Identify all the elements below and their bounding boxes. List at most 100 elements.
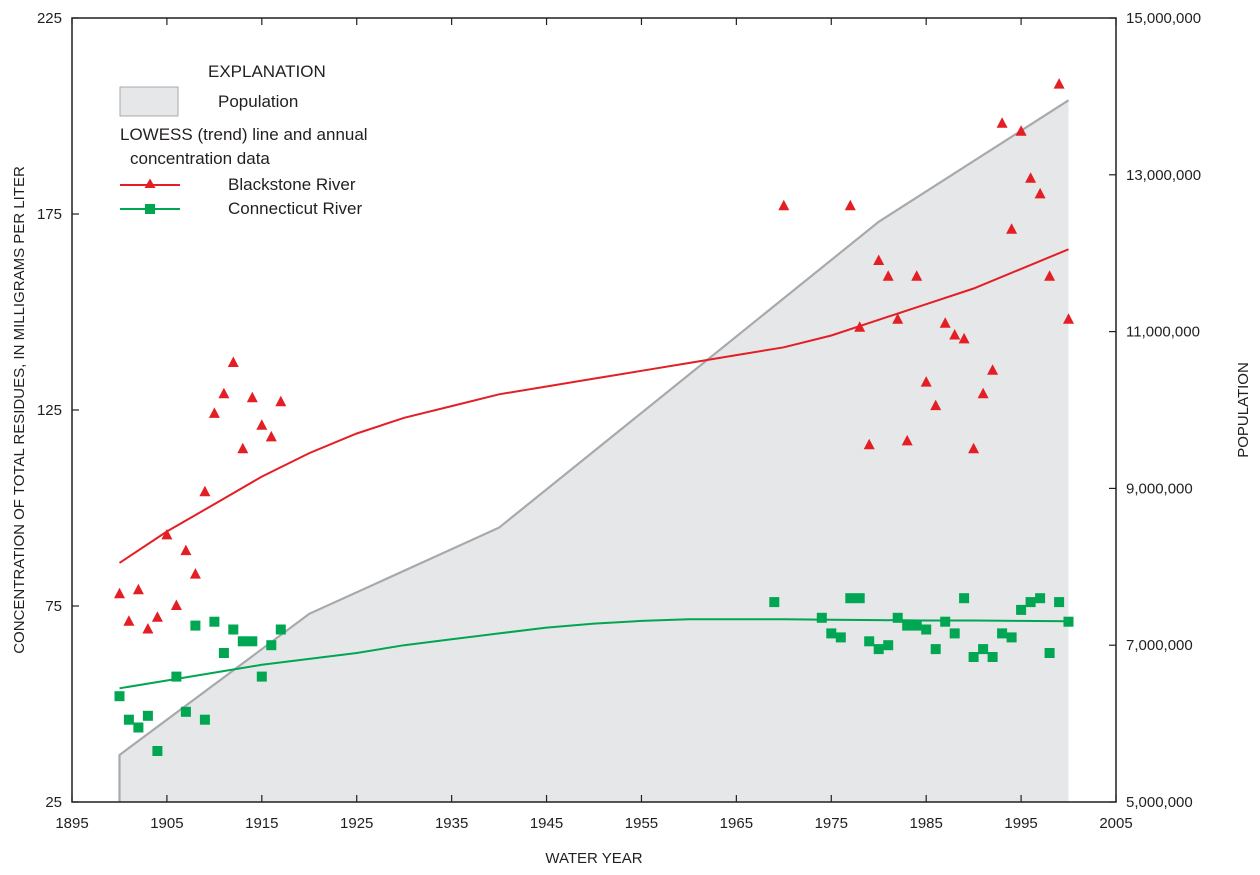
blackstone-point: [949, 329, 961, 340]
blackstone-point: [863, 438, 875, 450]
connecticut-point: [1054, 597, 1065, 608]
connecticut-point: [1063, 616, 1074, 627]
x-tick-label: 1895: [55, 815, 88, 832]
connecticut-point: [826, 628, 837, 639]
trend-line-connecticut: [119, 618, 1069, 690]
connecticut-point: [275, 624, 286, 635]
blackstone-point: [265, 430, 277, 442]
connecticut-point: [133, 722, 144, 733]
blackstone-point: [256, 419, 268, 430]
connecticut-point: [845, 593, 856, 604]
blackstone-point: [930, 399, 942, 411]
connecticut-point: [123, 714, 134, 725]
connecticut-point: [1016, 604, 1027, 615]
connecticut-point: [911, 620, 922, 631]
connecticut-point: [190, 620, 201, 631]
blackstone-point: [246, 391, 258, 403]
legend-population-label: Population: [218, 92, 298, 111]
x-tick-label: 1945: [530, 815, 563, 832]
connecticut-point: [152, 746, 163, 756]
y-axis-title: CONCENTRATION OF TOTAL RESIDUES, IN MILL…: [11, 166, 28, 654]
x-tick-label: 1975: [815, 815, 848, 832]
blackstone-point: [873, 254, 885, 265]
blackstone-point: [882, 270, 894, 281]
connecticut-point: [930, 644, 941, 655]
legend-connecticut-marker: [145, 204, 155, 214]
connecticut-point: [769, 597, 780, 608]
connecticut-point: [864, 636, 875, 647]
blackstone-point: [189, 568, 201, 579]
y2-tick-label: 9,000,000: [1126, 480, 1193, 497]
blackstone-point: [1053, 78, 1065, 89]
blackstone-point: [920, 376, 932, 387]
connecticut-point: [968, 652, 979, 662]
y2-tick-label: 15,000,000: [1126, 10, 1201, 27]
x-tick-label: 1915: [245, 815, 278, 832]
legend-blackstone-label: Blackstone River: [228, 175, 356, 194]
connecticut-point: [987, 652, 998, 662]
blackstone-point: [778, 199, 790, 211]
legend-trend-heading-1: LOWESS (trend) line and annual: [120, 125, 368, 144]
blackstone-point: [237, 442, 249, 454]
population-line: [118, 99, 1070, 802]
connecticut-point: [883, 640, 894, 651]
x-tick-label: 1995: [1004, 815, 1037, 832]
x-tick-label: 1955: [625, 815, 658, 832]
y-tick-label: 75: [45, 598, 62, 615]
blackstone-point: [132, 583, 144, 595]
connecticut-point: [180, 706, 191, 717]
blackstone-point: [939, 317, 951, 328]
blackstone-point: [977, 387, 989, 399]
connecticut-point: [949, 628, 960, 639]
blackstone-point: [218, 387, 230, 399]
x-tick-label: 1905: [150, 815, 183, 832]
y2-tick-label: 11,000,000: [1126, 324, 1200, 341]
blackstone-point: [1063, 313, 1074, 324]
blackstone-point: [170, 599, 182, 610]
connecticut-point: [978, 644, 989, 655]
blackstone-point: [958, 332, 970, 344]
blackstone-point: [996, 117, 1008, 128]
blackstone-point: [987, 364, 999, 375]
blackstone-point: [114, 587, 125, 599]
connecticut-point: [921, 624, 932, 635]
y-tick-label: 25: [45, 794, 62, 811]
x-tick-label: 1965: [720, 815, 753, 832]
connecticut-point: [247, 636, 258, 647]
legend-title: EXPLANATION: [208, 62, 326, 81]
blackstone-point: [275, 395, 287, 407]
connecticut-point: [1044, 648, 1055, 658]
y-tick-label: 225: [37, 10, 62, 27]
blackstone-point: [854, 321, 866, 332]
y2-tick-label: 13,000,000: [1126, 167, 1201, 184]
connecticut-point: [256, 671, 267, 682]
population-layer: [118, 99, 1070, 803]
connecticut-point: [237, 636, 248, 647]
connecticut-point: [1035, 593, 1046, 604]
connecticut-point: [114, 691, 125, 702]
blackstone-point: [1006, 223, 1018, 234]
connecticut-point: [892, 612, 903, 623]
x-axis-title: WATER YEAR: [545, 850, 642, 867]
blackstone-point: [123, 615, 135, 626]
connecticut-point: [816, 612, 827, 623]
blackstone-point: [227, 356, 239, 367]
x-tick-label: 1935: [435, 815, 468, 832]
connecticut-point: [142, 710, 153, 721]
connecticut-point: [940, 616, 951, 627]
connecticut-point: [1025, 597, 1036, 608]
x-tick-label: 2005: [1099, 815, 1132, 832]
axes-layer: 1895 1905 1915 1925 1935 1945 1955 1965 1975 1985…: [37, 10, 1201, 832]
connecticut-point: [854, 593, 865, 604]
connecticut-point: [959, 593, 970, 604]
blackstone-point: [1044, 270, 1056, 281]
blackstone-point: [208, 407, 220, 418]
connecticut-point: [218, 648, 229, 658]
blackstone-point: [911, 270, 923, 281]
y-tick-label: 125: [37, 402, 62, 419]
blackstone-point: [199, 485, 211, 497]
connecticut-point: [1006, 632, 1017, 643]
y2-axis-title: POPULATION: [1235, 362, 1252, 458]
blackstone-point: [142, 623, 154, 634]
